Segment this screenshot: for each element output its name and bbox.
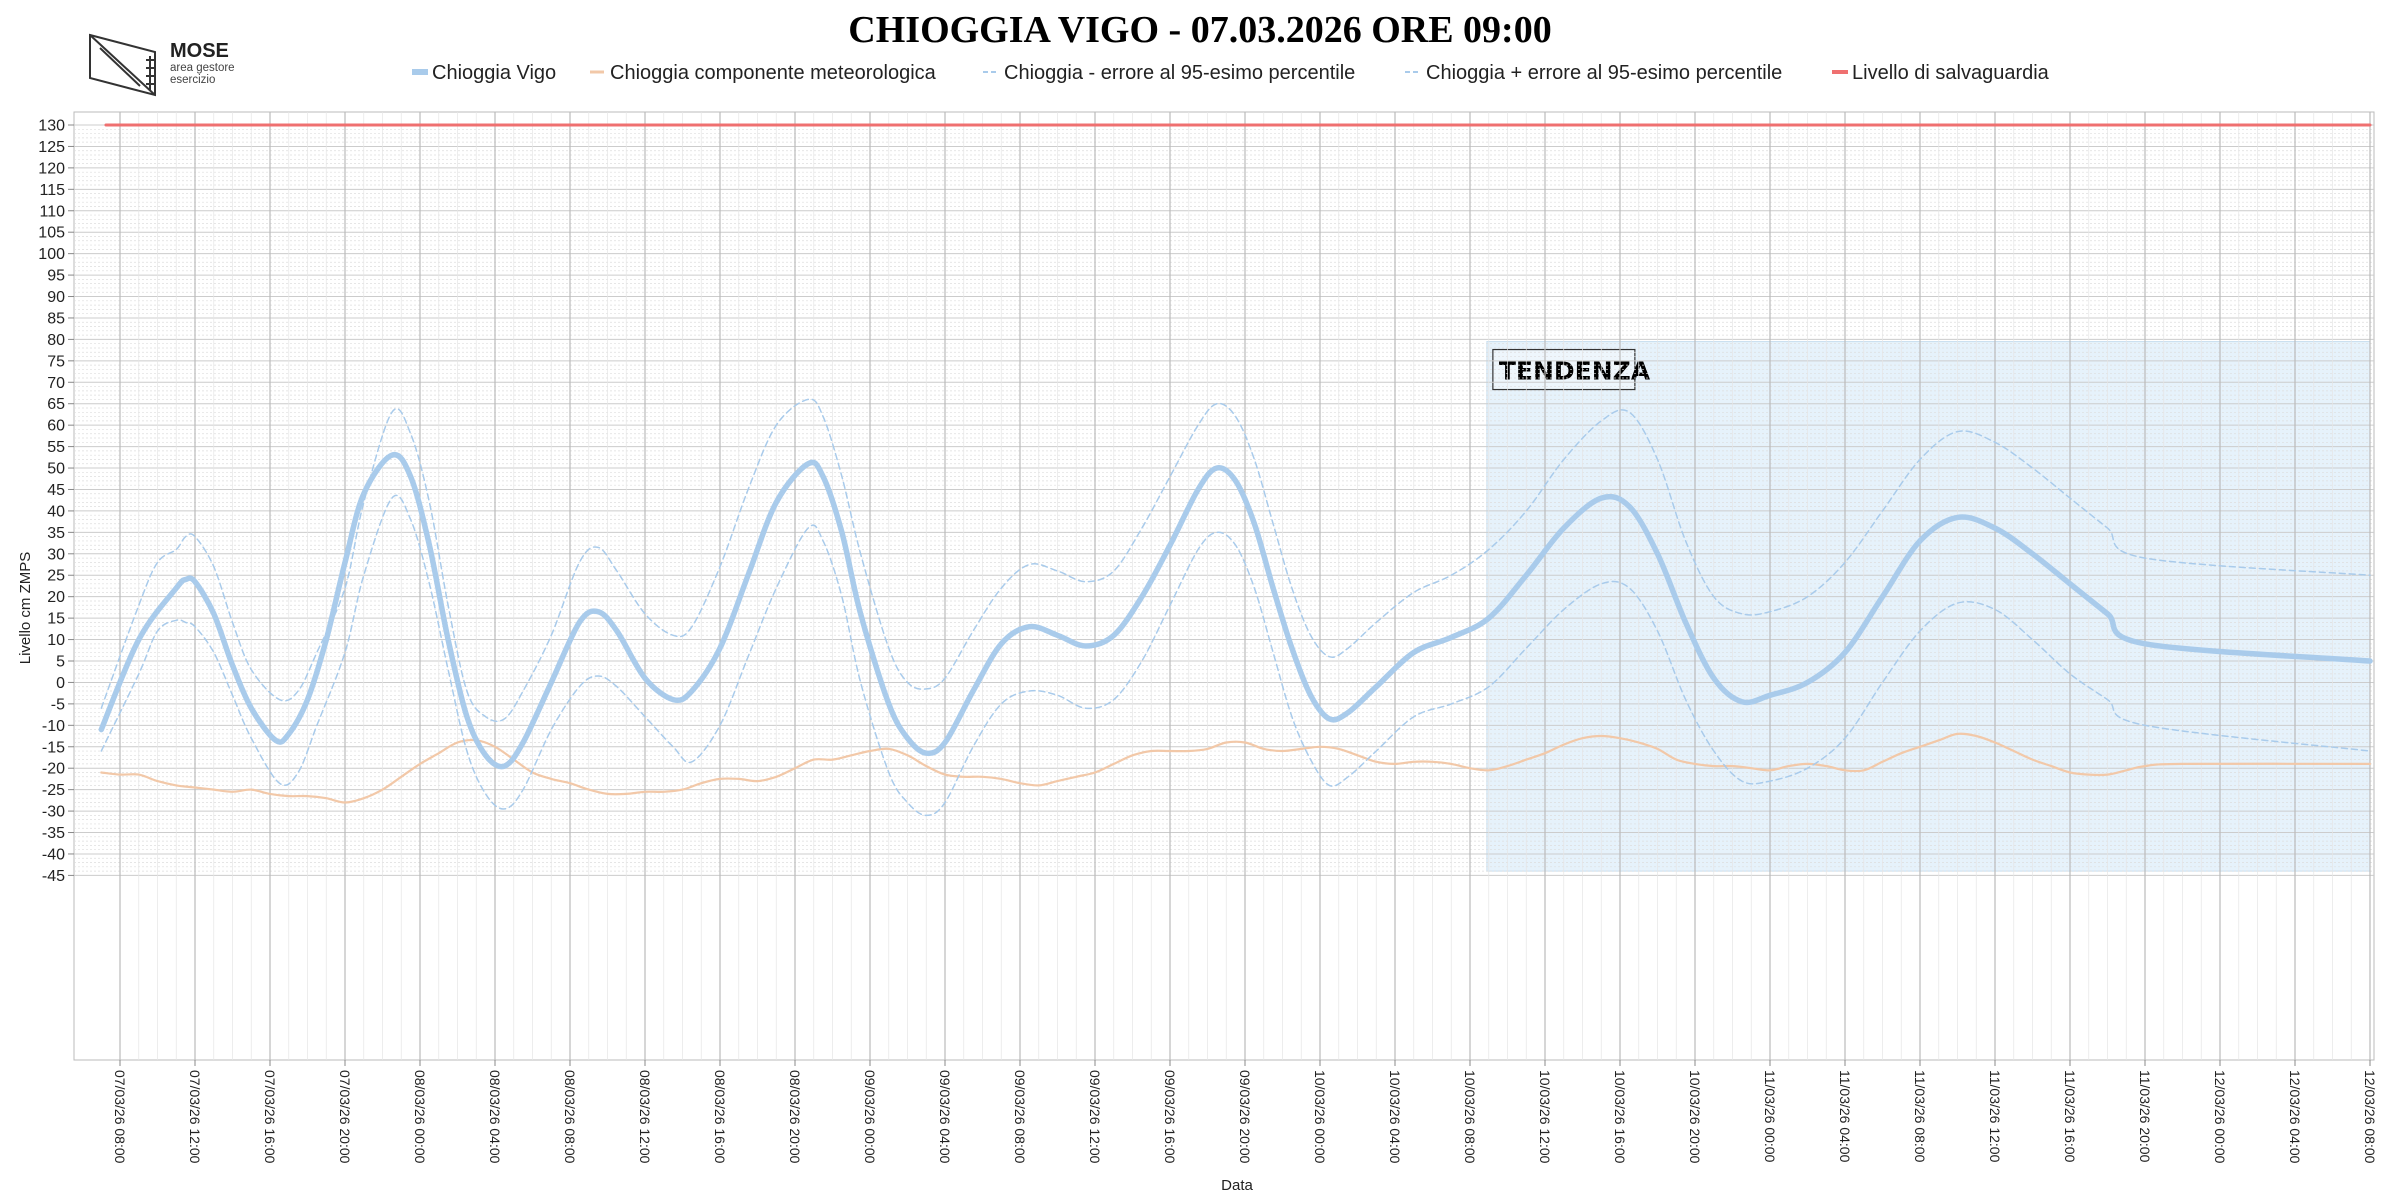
x-tick-label: 09/03/26 00:00 — [862, 1070, 878, 1164]
x-tick-label: 09/03/26 16:00 — [1162, 1070, 1178, 1164]
y-tick-label: 120 — [38, 160, 65, 177]
y-tick-label: 50 — [47, 461, 65, 478]
y-tick-label: 40 — [47, 503, 65, 520]
x-tick-label: 09/03/26 12:00 — [1087, 1070, 1103, 1164]
y-tick-label: -30 — [42, 804, 65, 821]
y-tick-label: -10 — [42, 718, 65, 735]
legend-label: Chioggia + errore al 95-esimo percentile — [1426, 62, 1782, 84]
y-tick-label: -25 — [42, 782, 65, 799]
y-tick-label: 45 — [47, 482, 65, 499]
series-componente-meteorologica — [100, 732, 2372, 804]
legend: Chioggia Vigo Chioggia componente meteor… — [412, 62, 2050, 84]
legend-item-errore-piu[interactable]: Chioggia + errore al 95-esimo percentile — [1405, 62, 1782, 84]
legend-item-livello-salvaguardia[interactable]: Livello di salvaguardia — [1832, 62, 2050, 84]
x-tick-label: 10/03/26 04:00 — [1387, 1070, 1403, 1164]
y-tick-label: -40 — [42, 846, 65, 863]
legend-label: Chioggia - errore al 95-esimo percentile — [1004, 62, 1355, 84]
y-tick-label: -35 — [42, 825, 65, 842]
y-tick-label: -20 — [42, 761, 65, 778]
plot-frame — [73, 111, 2375, 1061]
y-tick-label: 55 — [47, 439, 65, 456]
x-tick-label: 08/03/26 12:00 — [637, 1070, 653, 1164]
y-tick-label: 75 — [47, 353, 65, 370]
tendenza-label: TENDENZA — [1499, 357, 1651, 386]
legend-item-componente-meteorologica[interactable]: Chioggia componente meteorologica — [590, 62, 937, 84]
mose-logo: MOSE area gestore esercizio — [89, 33, 235, 97]
series-chioggia-vigo — [98, 451, 2373, 770]
logo-line1: area gestore — [170, 62, 235, 74]
y-tick-label: 110 — [39, 203, 65, 220]
x-tick-label: 10/03/26 00:00 — [1312, 1070, 1328, 1164]
x-tick-label: 11/03/26 04:00 — [1837, 1070, 1853, 1163]
legend-item-errore-meno[interactable]: Chioggia - errore al 95-esimo percentile — [983, 62, 1355, 84]
x-axis-label: Data — [1221, 1177, 1253, 1194]
logo-name: MOSE — [170, 40, 229, 62]
x-tick-label: 07/03/26 08:00 — [112, 1070, 128, 1164]
y-tick-label: 125 — [38, 139, 65, 156]
y-tick-label: 5 — [56, 654, 65, 671]
y-axis-label: Livello cm ZMPS — [17, 552, 34, 665]
x-tick-label: 08/03/26 20:00 — [787, 1070, 803, 1164]
y-tick-label: 85 — [47, 310, 65, 327]
legend-label: Chioggia componente meteorologica — [610, 62, 937, 84]
x-tick-label: 11/03/26 20:00 — [2137, 1070, 2153, 1163]
mose-logo-icon — [89, 33, 156, 97]
y-tick-label: -45 — [42, 868, 65, 885]
y-tick-label: 70 — [47, 375, 65, 392]
y-tick-label: 35 — [47, 525, 65, 542]
tendenza-layer: TENDENZA — [1486, 341, 2371, 872]
x-tick-label: 08/03/26 08:00 — [562, 1070, 578, 1164]
grid-layer — [74, 112, 2374, 1060]
x-tick-label: 07/03/26 12:00 — [187, 1070, 203, 1164]
y-tick-label: 20 — [47, 589, 65, 606]
x-tick-label: 10/03/26 20:00 — [1687, 1070, 1703, 1164]
x-tick-label: 10/03/26 08:00 — [1462, 1070, 1478, 1164]
y-tick-label: 115 — [39, 182, 65, 199]
x-tick-label: 12/03/26 08:00 — [2362, 1070, 2378, 1164]
x-tick-label: 08/03/26 16:00 — [712, 1070, 728, 1164]
legend-label: Chioggia Vigo — [432, 62, 556, 84]
y-tick-label: -5 — [51, 696, 65, 713]
x-tick-label: 11/03/26 16:00 — [2062, 1070, 2078, 1163]
y-tick-label: 100 — [38, 246, 65, 263]
y-tick-label: 95 — [47, 268, 65, 285]
x-tick-label: 10/03/26 16:00 — [1612, 1070, 1628, 1164]
tick-layer: 1301251201151101051009590858075706560555… — [38, 118, 2378, 1164]
x-tick-label: 09/03/26 20:00 — [1237, 1070, 1253, 1164]
series-errore-meno — [100, 494, 2371, 817]
y-tick-label: 0 — [56, 675, 65, 692]
y-tick-label: 80 — [47, 332, 65, 349]
x-tick-label: 09/03/26 08:00 — [1012, 1070, 1028, 1164]
x-tick-label: 08/03/26 00:00 — [412, 1070, 428, 1164]
logo-line2: esercizio — [170, 74, 215, 86]
y-tick-label: 25 — [47, 568, 65, 585]
x-tick-label: 09/03/26 04:00 — [937, 1070, 953, 1164]
y-tick-label: 15 — [47, 611, 65, 628]
series-layer — [98, 123, 2373, 817]
x-tick-label: 11/03/26 08:00 — [1912, 1070, 1928, 1163]
y-tick-label: 10 — [47, 632, 65, 649]
x-tick-label: 11/03/26 12:00 — [1987, 1070, 2003, 1163]
x-tick-label: 12/03/26 04:00 — [2287, 1070, 2303, 1164]
y-tick-label: 60 — [47, 418, 65, 435]
legend-item-chioggia-vigo[interactable]: Chioggia Vigo — [412, 62, 556, 84]
x-tick-label: 12/03/26 00:00 — [2212, 1070, 2228, 1164]
y-tick-label: 90 — [47, 289, 65, 306]
legend-label: Livello di salvaguardia — [1852, 62, 2050, 84]
y-tick-label: 130 — [38, 118, 65, 135]
tendenza-area — [1486, 341, 2371, 872]
x-tick-label: 07/03/26 20:00 — [337, 1070, 353, 1164]
x-tick-label: 10/03/26 12:00 — [1537, 1070, 1553, 1164]
x-tick-label: 08/03/26 04:00 — [487, 1070, 503, 1164]
x-tick-label: 11/03/26 00:00 — [1762, 1070, 1778, 1163]
y-tick-label: 30 — [47, 546, 65, 563]
x-tick-label: 07/03/26 16:00 — [262, 1070, 278, 1164]
y-tick-label: 65 — [47, 396, 65, 413]
y-tick-label: -15 — [42, 739, 65, 756]
y-tick-label: 105 — [38, 225, 65, 242]
chart-title: CHIOGGIA VIGO - 07.03.2026 ORE 09:00 — [848, 9, 1551, 51]
